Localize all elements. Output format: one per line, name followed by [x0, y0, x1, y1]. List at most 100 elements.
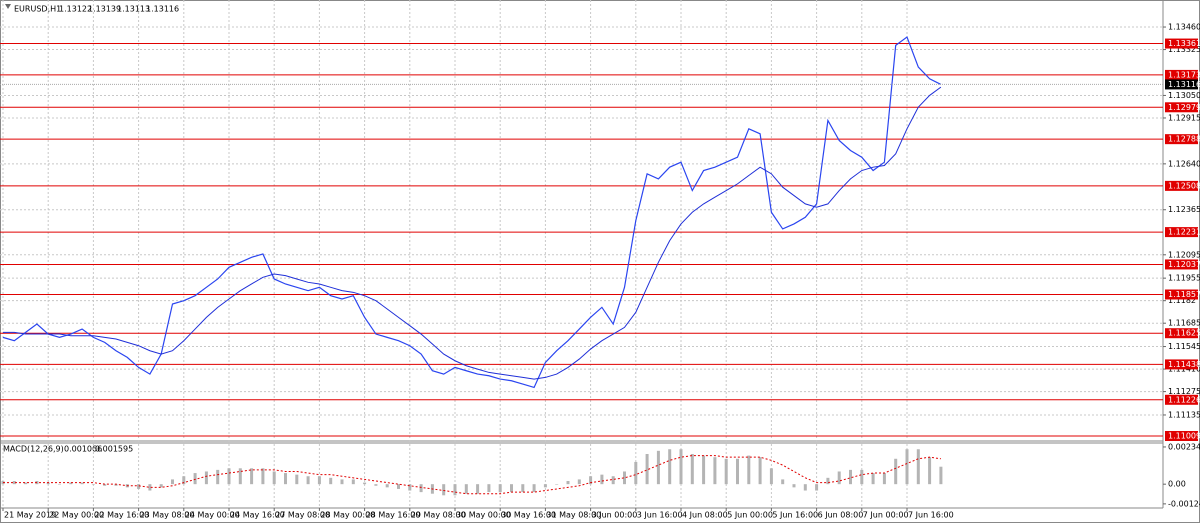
- macd-bar: [238, 468, 242, 485]
- level-label-box: [1165, 394, 1198, 405]
- macd-bar: [792, 484, 796, 488]
- macd-bar: [916, 449, 920, 485]
- macd-bar: [317, 476, 321, 485]
- macd-bar: [668, 449, 672, 485]
- level-label: 1.13173: [1168, 70, 1200, 79]
- level-label-box: [1165, 328, 1198, 339]
- x-tick-label: 24 May 16:00: [230, 511, 285, 520]
- open: 1.13122: [59, 5, 92, 14]
- macd-bar: [453, 484, 457, 496]
- macd-bar: [871, 473, 875, 485]
- y-tick-label: 1.1182: [1168, 296, 1196, 305]
- level-label: 1.11438: [1168, 360, 1200, 369]
- macd-bar: [193, 473, 197, 485]
- low: 1.13113: [117, 5, 150, 14]
- macd-bar: [58, 484, 61, 485]
- macd-bar: [577, 479, 581, 485]
- last-price-label: 1.13116: [1168, 80, 1200, 89]
- level-label: 1.12037: [1168, 260, 1200, 269]
- macd-bar: [397, 484, 400, 489]
- macd-bar: [408, 484, 412, 491]
- level-label-box: [1165, 134, 1198, 145]
- macd-bar: [611, 476, 615, 485]
- level-label-box: [1165, 69, 1198, 80]
- y-tick-label: 1.12365: [1168, 205, 1200, 214]
- x-tick-label: 22 May 00:00: [49, 511, 104, 520]
- macd-bar: [464, 484, 468, 494]
- y-tick-label: 0.002344: [1168, 442, 1200, 451]
- macd-bar: [227, 468, 231, 485]
- level-label-box: [1165, 289, 1198, 300]
- x-tick-label: 30 May 16:00: [501, 511, 556, 520]
- last-price-box: [1165, 79, 1198, 90]
- price-line: [2, 36, 942, 389]
- macd-bar: [747, 455, 751, 485]
- macd-bar: [306, 476, 310, 485]
- level-label: 1.13361: [1168, 39, 1200, 48]
- macd-bar: [340, 479, 344, 485]
- macd-bar: [476, 484, 480, 494]
- macd-bar: [826, 477, 830, 485]
- level-label: 1.11625: [1168, 329, 1200, 338]
- level-label: 1.11857: [1168, 290, 1200, 299]
- x-tick-label: 7 Jun 00:00: [863, 511, 909, 520]
- x-tick-label: 24 May 00:00: [185, 511, 240, 520]
- macd-bar: [442, 484, 446, 496]
- macd-bar: [702, 455, 706, 485]
- y-tick-label: 1.11545: [1168, 342, 1200, 351]
- symbol-icon: [5, 4, 11, 9]
- level-label-box: [1165, 102, 1198, 113]
- signal-line: [3, 455, 941, 495]
- macd-bar: [498, 484, 502, 493]
- x-tick-label: 30 May 00:00: [456, 511, 511, 520]
- macd-bar: [758, 457, 762, 485]
- macd-bar: [690, 454, 694, 485]
- y-tick-label: -0.00124: [1168, 499, 1200, 508]
- level-label-box: [1165, 430, 1198, 441]
- macd-bar: [679, 449, 683, 485]
- macd-bar: [543, 484, 547, 488]
- high: 1.13139: [88, 5, 121, 14]
- level-label: 1.12979: [1168, 103, 1200, 112]
- y-tick-label: 1.13325: [1168, 45, 1200, 54]
- macd-bar: [182, 476, 186, 485]
- macd-bar: [815, 484, 819, 491]
- macd-bar: [171, 479, 174, 485]
- level-label-box: [1165, 259, 1198, 270]
- x-tick-label: 29 May 08:00: [411, 511, 466, 520]
- macd-main: 0.001066: [64, 445, 102, 454]
- macd-bar: [656, 450, 660, 485]
- level-label-box: [1165, 227, 1198, 238]
- x-tick-label: 31 May 08:00: [546, 511, 601, 520]
- macd-bar: [69, 482, 73, 485]
- macd-bar: [928, 457, 932, 485]
- macd-bar: [837, 471, 841, 485]
- x-tick-label: 23 May 08:00: [140, 511, 195, 520]
- x-tick-label: 21 May 2019: [4, 511, 56, 520]
- level-label: 1.11226: [1168, 395, 1200, 404]
- macd-bar: [284, 473, 287, 485]
- symbol: EURUSD,H1: [14, 5, 61, 14]
- macd-bar: [623, 471, 626, 485]
- macd-bar: [295, 474, 299, 485]
- macd-bar: [114, 484, 118, 486]
- macd-bar: [329, 477, 333, 485]
- macd-bar: [250, 468, 254, 485]
- x-tick-label: 5 Jun 00:00: [727, 511, 773, 520]
- x-tick-label: 22 May 16:00: [94, 511, 149, 520]
- macd-bar: [103, 484, 107, 486]
- y-tick-label: 1.11955: [1168, 274, 1200, 283]
- y-tick-label: 1.11685: [1168, 319, 1200, 328]
- macd-bar: [272, 471, 276, 485]
- macd-bar: [724, 458, 728, 485]
- macd-bar: [148, 484, 152, 491]
- macd-bar: [566, 481, 570, 485]
- macd-bar: [860, 469, 864, 485]
- macd-bar: [905, 449, 909, 485]
- macd-bar: [600, 474, 604, 485]
- y-tick-label: 1.11275: [1168, 387, 1200, 396]
- y-tick-label: 1.11135: [1168, 410, 1200, 419]
- macd-bar: [894, 458, 898, 485]
